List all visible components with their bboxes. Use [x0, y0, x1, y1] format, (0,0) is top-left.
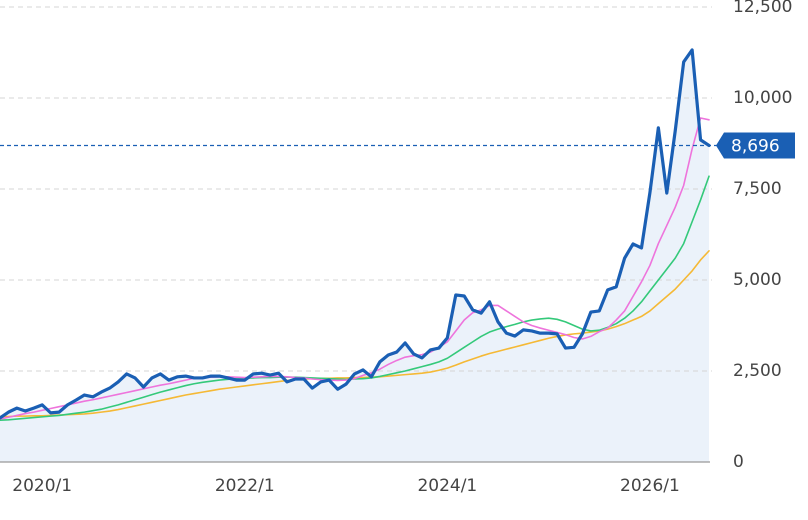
- area: [0, 49, 709, 463]
- x-tick-label: 2022/1: [215, 476, 275, 496]
- y-tick-label: 12,500: [733, 0, 792, 17]
- series-line: [0, 117, 710, 420]
- y-tick-label: 2,500: [733, 361, 782, 381]
- price-tag-label: 8,696: [731, 136, 780, 156]
- series-line: [0, 48, 711, 420]
- y-tick-label: 10,000: [733, 88, 792, 108]
- x-tick-label: 2024/1: [417, 476, 477, 496]
- x-tick-label: 2020/1: [12, 476, 72, 496]
- x-tick-label: 2026/1: [620, 476, 680, 496]
- y-tick-label: 7,500: [733, 179, 782, 199]
- price-tag: [716, 132, 795, 159]
- y-tick-label: 0: [733, 452, 744, 472]
- y-tick-label: 5,000: [733, 270, 782, 290]
- series-line: [0, 250, 710, 418]
